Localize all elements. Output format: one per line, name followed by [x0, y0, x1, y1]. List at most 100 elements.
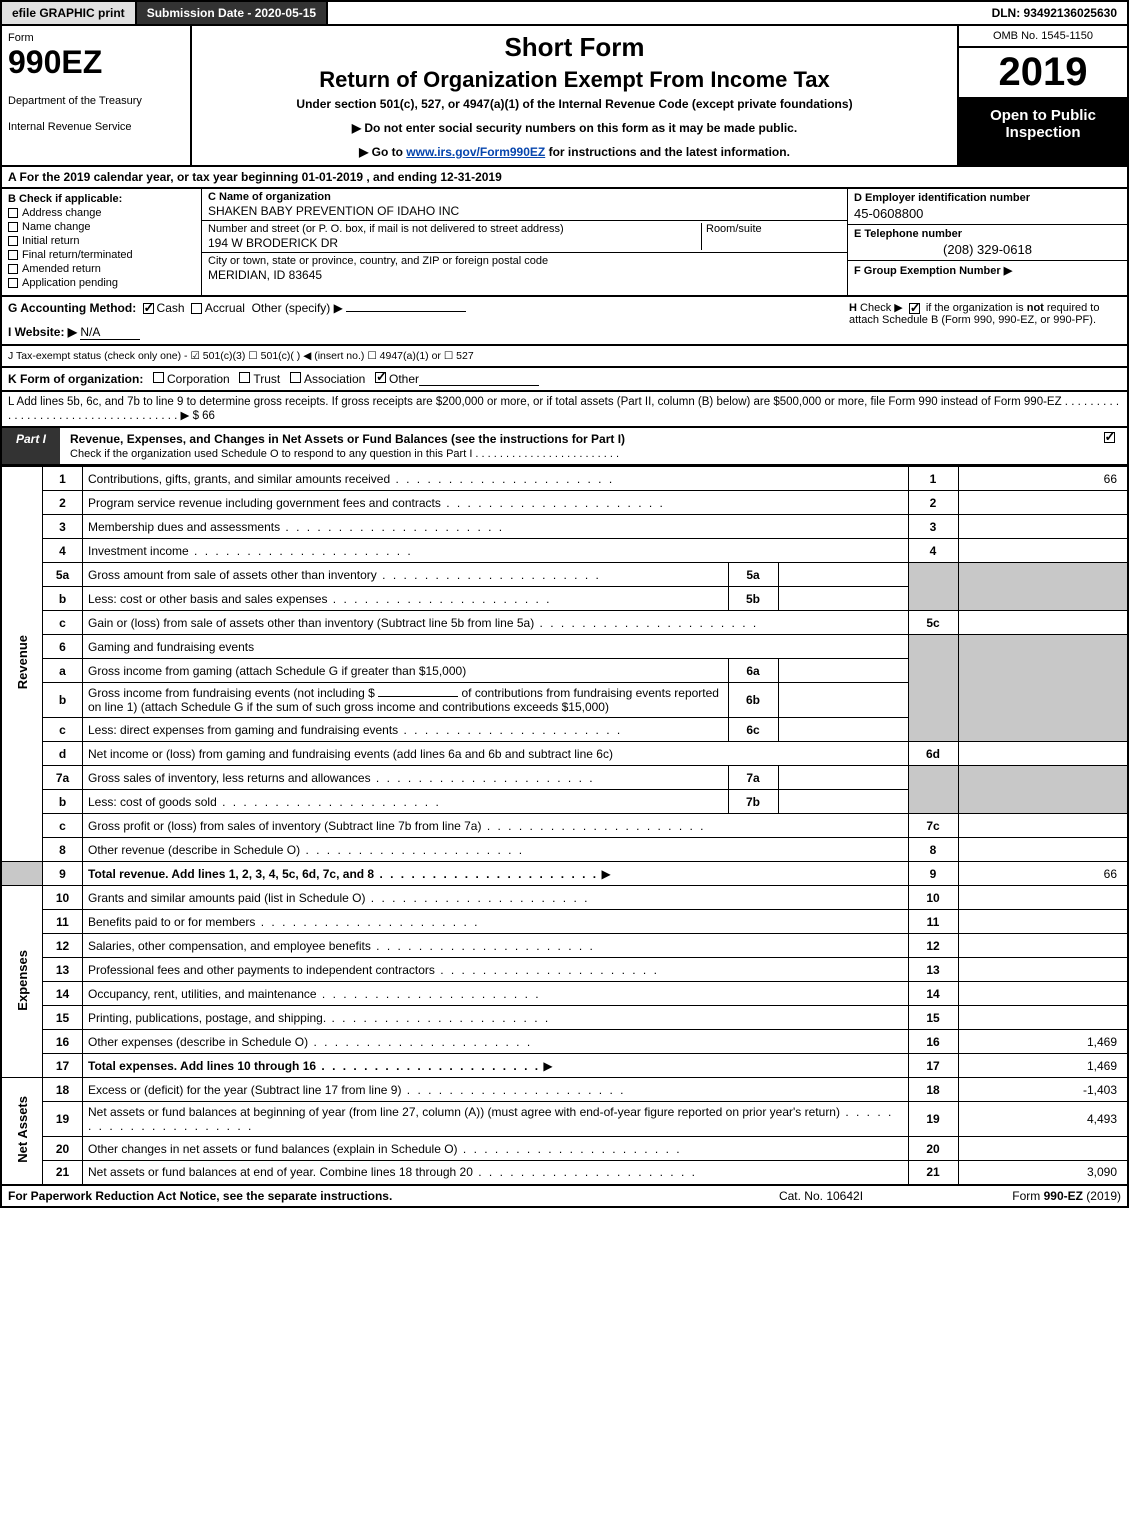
- line-17-num: 17: [43, 1054, 83, 1078]
- line-2-num: 2: [43, 491, 83, 515]
- line-9-num: 9: [43, 862, 83, 886]
- line-7a-num: 7a: [43, 766, 83, 790]
- line-6d-desc: Net income or (loss) from gaming and fun…: [83, 742, 909, 766]
- line-7c-desc: Gross profit or (loss) from sales of inv…: [83, 814, 909, 838]
- e-label: E Telephone number: [854, 228, 1121, 240]
- line-5a-sub: 5a: [728, 563, 778, 587]
- line-20-col: 20: [908, 1137, 958, 1161]
- chk-initial-return[interactable]: Initial return: [8, 235, 195, 247]
- line-4-num: 4: [43, 539, 83, 563]
- line-7c-num: c: [43, 814, 83, 838]
- line-12-col: 12: [908, 934, 958, 958]
- chk-corporation[interactable]: [153, 372, 164, 383]
- chk-final-return[interactable]: Final return/terminated: [8, 249, 195, 261]
- org-address: 194 W BRODERICK DR: [208, 236, 701, 250]
- line-4-desc: Investment income: [83, 539, 909, 563]
- line-7a-desc: Gross sales of inventory, less returns a…: [83, 766, 729, 790]
- efile-print-button[interactable]: efile GRAPHIC print: [2, 2, 137, 24]
- line-11-col: 11: [908, 910, 958, 934]
- other-org-input[interactable]: [419, 372, 539, 386]
- chk-cash[interactable]: [143, 303, 154, 314]
- other-specify-input[interactable]: [346, 311, 466, 312]
- part-1-chk[interactable]: [1091, 428, 1127, 464]
- line-19-num: 19: [43, 1102, 83, 1137]
- dept-treasury: Department of the Treasury: [8, 95, 184, 107]
- line-20-val: [958, 1137, 1128, 1161]
- line-6d-val: [958, 742, 1128, 766]
- dept-irs: Internal Revenue Service: [8, 121, 184, 133]
- chk-application-pending[interactable]: Application pending: [8, 277, 195, 289]
- section-b: B Check if applicable: Address change Na…: [2, 189, 202, 295]
- line-7a-subval: [778, 766, 908, 790]
- line-6b-desc: Gross income from fundraising events (no…: [83, 683, 729, 718]
- line-6a-num: a: [43, 659, 83, 683]
- part-1-title: Revenue, Expenses, and Changes in Net As…: [60, 428, 1091, 464]
- line-6a-desc: Gross income from gaming (attach Schedul…: [83, 659, 729, 683]
- line-5c-desc: Gain or (loss) from sale of assets other…: [83, 611, 909, 635]
- dln-label: DLN: 93492136025630: [982, 2, 1127, 24]
- line-6d-num: d: [43, 742, 83, 766]
- line-19-val: 4,493: [958, 1102, 1128, 1137]
- part-1-header: Part I Revenue, Expenses, and Changes in…: [0, 428, 1129, 466]
- chk-schedule-b[interactable]: [909, 303, 920, 314]
- page-footer: For Paperwork Reduction Act Notice, see …: [0, 1186, 1129, 1208]
- revenue-section-label: Revenue: [1, 467, 43, 862]
- d-label: D Employer identification number: [854, 192, 1121, 204]
- form-label: Form: [8, 32, 184, 44]
- line-10-val: [958, 886, 1128, 910]
- chk-trust[interactable]: [239, 372, 250, 383]
- line-5c-col: 5c: [908, 611, 958, 635]
- submission-date-button[interactable]: Submission Date - 2020-05-15: [137, 2, 328, 24]
- line-6b-subval: [778, 683, 908, 718]
- line-6c-desc: Less: direct expenses from gaming and fu…: [83, 718, 729, 742]
- line-15-val: [958, 1006, 1128, 1030]
- header-right: OMB No. 1545-1150 2019 Open to Public In…: [957, 26, 1127, 165]
- line-21-desc: Net assets or fund balances at end of ye…: [83, 1161, 909, 1185]
- line-11-val: [958, 910, 1128, 934]
- line-1-num: 1: [43, 467, 83, 491]
- line-6b-blank[interactable]: [378, 696, 458, 697]
- line-5c-val: [958, 611, 1128, 635]
- header-center: Short Form Return of Organization Exempt…: [192, 26, 957, 165]
- chk-accrual[interactable]: [191, 303, 202, 314]
- line-6b-sub: 6b: [728, 683, 778, 718]
- line-7c-col: 7c: [908, 814, 958, 838]
- line-6a-subval: [778, 659, 908, 683]
- org-name: SHAKEN BABY PREVENTION OF IDAHO INC: [208, 204, 841, 218]
- line-11-desc: Benefits paid to or for members: [83, 910, 909, 934]
- goto-prefix: ▶ Go to: [359, 145, 406, 159]
- line-5b-subval: [778, 587, 908, 611]
- line-2-col: 2: [908, 491, 958, 515]
- line-7b-subval: [778, 790, 908, 814]
- chk-other-org[interactable]: [375, 372, 386, 383]
- irs-link[interactable]: www.irs.gov/Form990EZ: [406, 145, 545, 159]
- line-14-desc: Occupancy, rent, utilities, and maintena…: [83, 982, 909, 1006]
- chk-association[interactable]: [290, 372, 301, 383]
- line-8-val: [958, 838, 1128, 862]
- chk-name-change[interactable]: Name change: [8, 221, 195, 233]
- line-6b-num: b: [43, 683, 83, 718]
- b-title: B Check if applicable:: [8, 193, 195, 205]
- i-label: I Website: ▶: [8, 325, 77, 339]
- chk-amended-return[interactable]: Amended return: [8, 263, 195, 275]
- tax-year: 2019: [959, 48, 1127, 99]
- line-5b-sub: 5b: [728, 587, 778, 611]
- line-16-col: 16: [908, 1030, 958, 1054]
- part-1-label: Part I: [2, 428, 60, 464]
- line-21-num: 21: [43, 1161, 83, 1185]
- subtitle-ssn-warning: ▶ Do not enter social security numbers o…: [198, 121, 951, 135]
- line-8-num: 8: [43, 838, 83, 862]
- form-header: Form 990EZ Department of the Treasury In…: [0, 26, 1129, 167]
- line-11-num: 11: [43, 910, 83, 934]
- line-12-desc: Salaries, other compensation, and employ…: [83, 934, 909, 958]
- line-3-num: 3: [43, 515, 83, 539]
- line-12-val: [958, 934, 1128, 958]
- phone-value: (208) 329-0618: [854, 242, 1121, 257]
- open-public-inspection: Open to Public Inspection: [959, 99, 1127, 165]
- row-j: J Tax-exempt status (check only one) - ☑…: [0, 346, 1129, 368]
- footer-catno: Cat. No. 10642I: [721, 1189, 921, 1203]
- line-19-desc: Net assets or fund balances at beginning…: [83, 1102, 909, 1137]
- line-3-col: 3: [908, 515, 958, 539]
- chk-address-change[interactable]: Address change: [8, 207, 195, 219]
- row-a-tax-year: A For the 2019 calendar year, or tax yea…: [0, 167, 1129, 189]
